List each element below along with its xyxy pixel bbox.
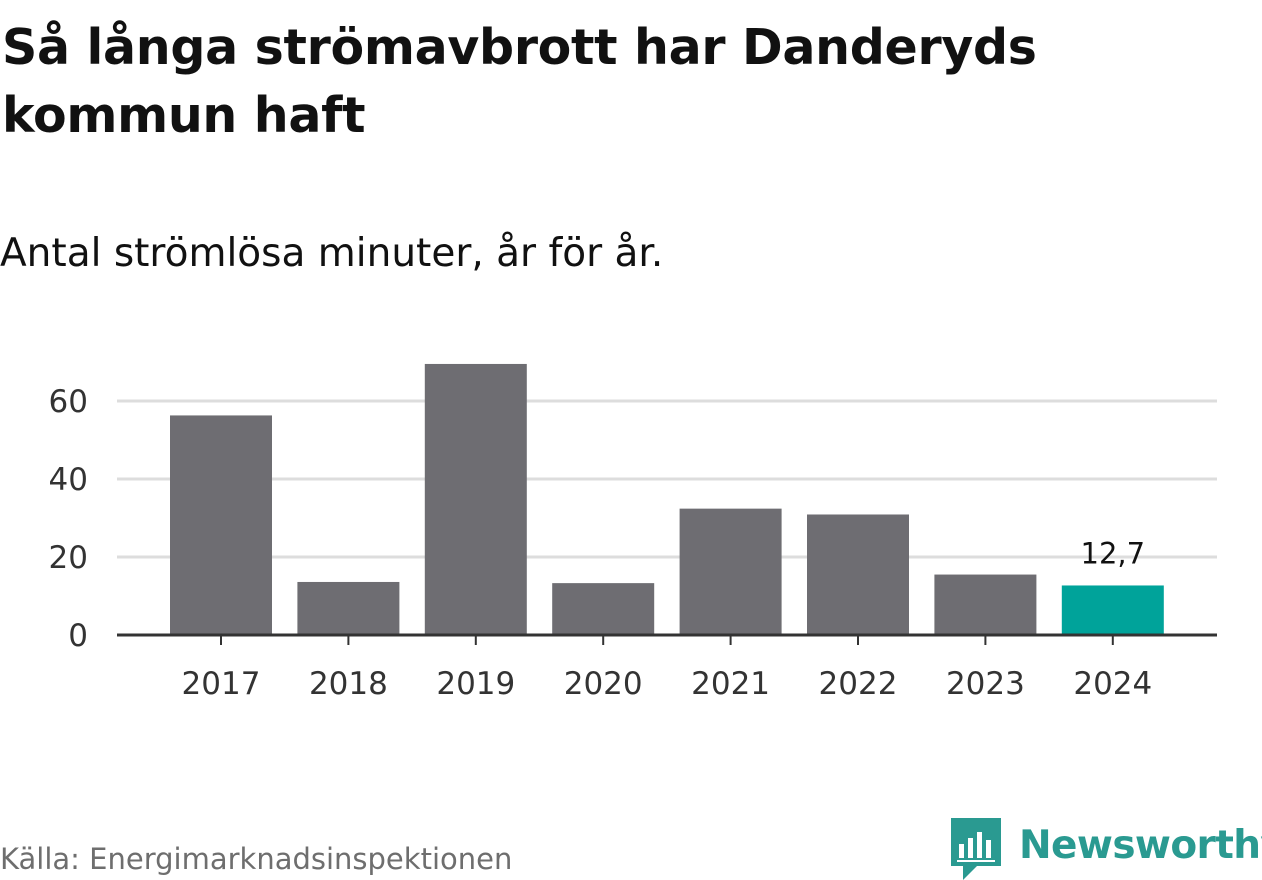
bar-2021 <box>679 508 782 635</box>
bar-2024 <box>1061 585 1164 635</box>
chart-title: Så långa strömavbrott har Danderyds komm… <box>2 19 1037 144</box>
bar-2017 <box>170 415 272 635</box>
y-tick-label: 60 <box>49 384 88 420</box>
x-tick-label: 2021 <box>691 666 770 702</box>
y-tick-label: 0 <box>68 618 88 654</box>
data-label: 12,7 <box>1081 536 1146 570</box>
x-tick-label: 2018 <box>309 666 388 702</box>
x-tick-label: 2024 <box>1073 666 1152 702</box>
bar-2018 <box>297 581 400 635</box>
x-tick-label: 2019 <box>436 666 515 702</box>
source-note: Källa: Energimarknadsinspektionen <box>0 842 513 876</box>
bar-2019 <box>424 363 527 635</box>
gridlines <box>117 399 1217 559</box>
bars <box>170 363 1164 635</box>
x-tick-label: 2022 <box>819 666 898 702</box>
labels: 0 20 40 60 2017 2018 2019 2020 2021 2022 2023 2024 1… <box>49 384 1153 702</box>
x-tick-label: 2020 <box>564 666 643 702</box>
y-tick-label: 40 <box>49 462 88 498</box>
bar-2020 <box>552 583 655 635</box>
newsworthy-logo-icon <box>951 818 1001 880</box>
x-axis <box>117 633 1217 645</box>
bar-2023 <box>934 574 1037 635</box>
newsworthy-logo: Newsworthy <box>951 818 1262 880</box>
x-tick-label: 2017 <box>182 666 261 702</box>
bar-2022 <box>807 514 909 635</box>
x-tick-label: 2023 <box>946 666 1025 702</box>
y-tick-label: 20 <box>49 540 88 576</box>
chart-subtitle: Antal strömlösa minuter, år för år. <box>0 231 664 276</box>
newsworthy-logo-text: Newsworthy <box>1019 823 1262 868</box>
